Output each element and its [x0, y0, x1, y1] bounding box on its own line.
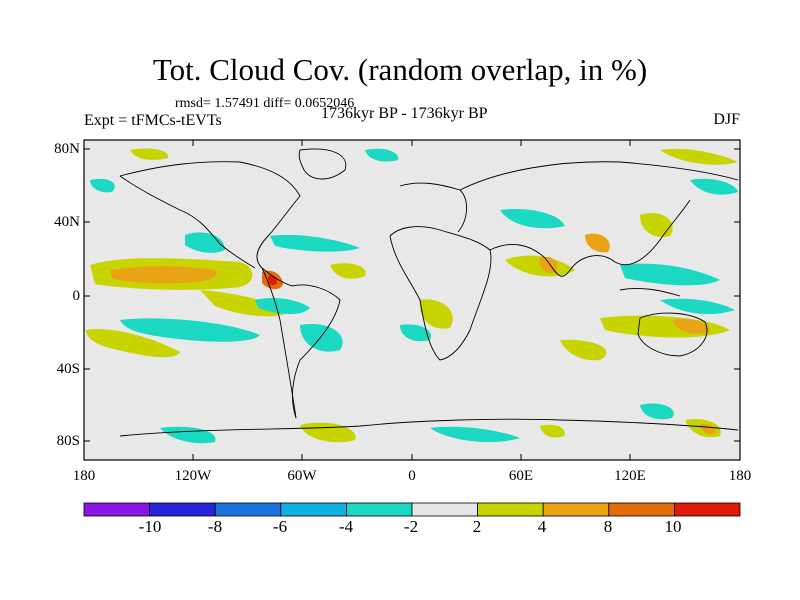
lat-label-0: 0	[72, 288, 81, 304]
colorbar-swatch	[542, 502, 610, 517]
colorbar-swatch	[280, 502, 347, 517]
colorbar-swatch	[214, 502, 282, 517]
stats-label: rmsd= 1.57491 diff= 0.0652046	[175, 96, 355, 111]
lon-ticks	[83, 140, 741, 460]
lon-label-60w: 60W	[287, 468, 317, 484]
colorbar-label: -10	[138, 517, 162, 536]
lat-label-40s: 40S	[56, 361, 80, 377]
lon-label-0: 0	[408, 468, 416, 484]
colorbar-label: -2	[403, 517, 419, 536]
experiment-label: Expt = tFMCs-tEVTs	[84, 112, 222, 129]
colorbar-swatch	[149, 502, 216, 517]
lat-ticks	[84, 148, 740, 442]
colorbar-swatch	[345, 502, 413, 517]
season-label: DJF	[713, 111, 740, 128]
lat-label-80s: 80S	[56, 433, 80, 449]
map-title: Tot. Cloud Cov. (random overlap, in %)	[152, 52, 648, 87]
lon-label-120w: 120W	[174, 468, 212, 484]
lon-label-120e: 120E	[614, 468, 646, 484]
colorbar-swatch	[411, 502, 478, 517]
colorbar-swatch	[608, 502, 675, 517]
colorbar	[83, 502, 741, 517]
colorbar-label: -4	[338, 517, 354, 536]
anomaly-fields	[86, 148, 738, 444]
colorbar-label: 8	[603, 517, 613, 536]
lon-label-60e: 60E	[508, 468, 534, 484]
colorbar-label: -6	[272, 517, 288, 536]
lat-label-80n: 80N	[54, 141, 80, 157]
colorbar-swatch	[674, 502, 741, 517]
colorbar-label: 2	[472, 517, 482, 536]
colorbar-swatch	[83, 502, 150, 517]
lon-label-180w: 180	[72, 468, 96, 484]
colorbar-label: 10	[664, 517, 682, 536]
map-background	[84, 140, 740, 460]
coastlines	[119, 148, 739, 437]
colorbar-label: 4	[537, 517, 547, 536]
colorbar-swatch	[477, 502, 544, 517]
lon-label-180e: 180	[728, 468, 752, 484]
lat-label-40n: 40N	[54, 214, 80, 230]
colorbar-label: -8	[207, 517, 223, 536]
period-label: 1736kyr BP - 1736kyr BP	[321, 105, 488, 122]
